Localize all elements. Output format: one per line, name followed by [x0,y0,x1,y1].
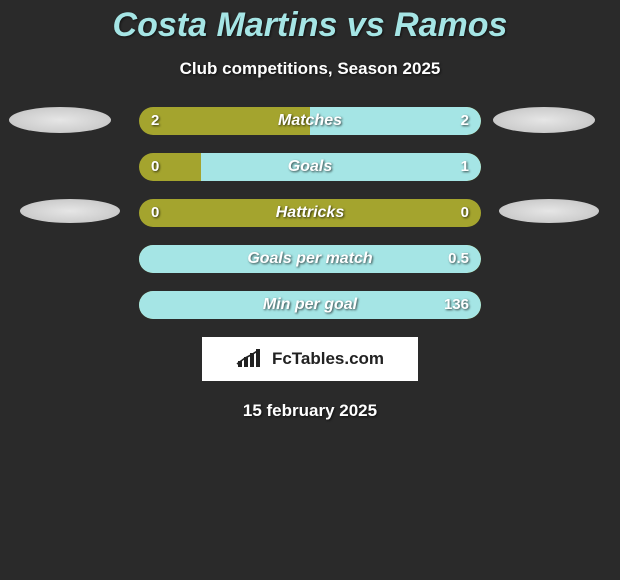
stat-row: Goals per match0.5 [0,245,620,273]
stat-value-left: 0 [151,153,159,181]
stat-value-right: 0 [461,199,469,227]
stat-row: Min per goal136 [0,291,620,319]
stat-label: Hattricks [139,199,481,227]
stat-label: Matches [139,107,481,135]
logo-box[interactable]: FcTables.com [202,337,418,381]
stats-area: Matches22Goals01Hattricks00Goals per mat… [0,107,620,319]
stat-row: Hattricks0 0 [0,199,620,227]
stat-value-right: 2 [461,107,469,135]
stat-row: Goals0 1 [0,153,620,181]
subtitle: Club competitions, Season 2025 [0,59,620,79]
stat-value-left: 0 [151,199,159,227]
stat-label: Goals per match [139,245,481,273]
stat-value-right: 0.5 [448,245,469,273]
stat-label: Min per goal [139,291,481,319]
stat-label: Goals [139,153,481,181]
player-ellipse [493,107,595,133]
stat-row: Matches2 2 [0,107,620,135]
logo-text: FcTables.com [272,349,384,369]
stat-value-left: 2 [151,107,159,135]
bar-chart-icon [236,349,264,369]
page-title: Costa Martins vs Ramos [0,0,620,45]
stat-value-right: 1 [461,153,469,181]
comparison-card: Costa Martins vs Ramos Club competitions… [0,0,620,580]
date: 15 february 2025 [0,401,620,421]
stat-value-right: 136 [444,291,469,319]
player-ellipse [9,107,111,133]
